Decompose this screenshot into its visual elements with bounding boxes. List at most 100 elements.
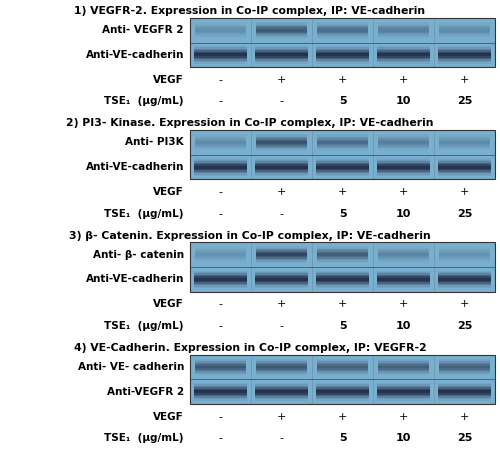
Bar — [316, 55, 370, 57]
Bar — [376, 389, 430, 390]
Bar — [316, 49, 370, 50]
Bar — [316, 387, 370, 389]
Bar — [256, 25, 308, 26]
Bar — [256, 27, 308, 29]
Bar — [194, 138, 246, 140]
Text: Anti- VEGFR 2: Anti- VEGFR 2 — [102, 25, 184, 35]
Bar — [194, 172, 248, 173]
Bar — [256, 371, 308, 373]
Bar — [438, 251, 490, 252]
Bar — [194, 386, 248, 387]
Bar — [194, 259, 246, 260]
Text: -: - — [280, 433, 283, 443]
Bar — [256, 248, 308, 249]
Bar — [316, 367, 368, 368]
Bar — [438, 175, 492, 176]
Bar — [378, 374, 430, 375]
Bar — [376, 46, 430, 48]
Bar — [438, 57, 492, 58]
Bar — [254, 389, 308, 390]
Text: TSE₁  (μg/mL): TSE₁ (μg/mL) — [104, 433, 184, 443]
Bar — [256, 253, 308, 255]
Bar — [376, 396, 430, 397]
Bar — [194, 279, 248, 281]
Bar — [378, 29, 430, 30]
Text: 10: 10 — [396, 321, 411, 331]
Bar — [316, 58, 370, 59]
Bar — [190, 242, 495, 292]
Bar — [194, 393, 248, 395]
Bar — [254, 399, 308, 401]
Bar — [316, 363, 368, 364]
Text: 4) VE-Cadherin. Expression in Co-IP complex, IP: VEGFR-2: 4) VE-Cadherin. Expression in Co-IP comp… — [74, 343, 426, 353]
Bar — [438, 282, 492, 284]
Bar — [378, 253, 430, 255]
Bar — [438, 374, 490, 375]
Bar — [194, 363, 246, 364]
Bar — [438, 371, 490, 373]
Text: VEGF: VEGF — [153, 75, 184, 85]
Bar — [194, 161, 248, 163]
Bar — [316, 147, 368, 148]
Bar — [194, 29, 246, 30]
Text: +: + — [277, 75, 286, 85]
Bar — [316, 252, 368, 253]
Bar — [254, 161, 308, 163]
Bar — [254, 160, 308, 161]
Bar — [376, 166, 430, 167]
Text: 25: 25 — [457, 433, 472, 443]
Bar — [438, 284, 492, 285]
Bar — [438, 384, 492, 386]
Bar — [194, 160, 248, 161]
Bar — [378, 248, 430, 249]
Bar — [376, 392, 430, 393]
Bar — [254, 279, 308, 281]
Bar — [254, 390, 308, 392]
Bar — [438, 396, 492, 397]
Bar — [256, 150, 308, 151]
Bar — [378, 23, 430, 25]
Bar — [376, 287, 430, 288]
Bar — [194, 248, 246, 249]
Bar — [194, 167, 248, 169]
Bar — [316, 167, 370, 169]
Text: -: - — [280, 321, 283, 331]
Bar — [256, 374, 308, 375]
Bar — [256, 368, 308, 370]
Bar — [438, 397, 492, 399]
Text: -: - — [218, 187, 222, 197]
Text: +: + — [277, 187, 286, 197]
Text: Anti-VE-cadherin: Anti-VE-cadherin — [86, 162, 184, 172]
Bar — [316, 136, 368, 137]
Bar — [194, 163, 248, 164]
Bar — [194, 142, 246, 144]
Bar — [376, 169, 430, 170]
Bar — [316, 30, 368, 31]
Bar — [316, 247, 368, 248]
Bar — [316, 173, 370, 175]
Bar — [316, 138, 368, 140]
Text: Anti- β- catenin: Anti- β- catenin — [93, 250, 184, 260]
Bar — [194, 147, 246, 148]
Bar — [194, 370, 246, 371]
Bar — [316, 33, 368, 35]
Bar — [316, 158, 370, 160]
Bar — [438, 170, 492, 172]
Bar — [378, 148, 430, 150]
Bar — [194, 392, 248, 393]
Bar — [378, 31, 430, 33]
Bar — [256, 148, 308, 150]
Bar — [256, 262, 308, 263]
Bar — [438, 161, 492, 163]
Bar — [256, 145, 308, 147]
Bar — [376, 57, 430, 58]
Bar — [316, 397, 370, 399]
Bar — [190, 355, 495, 404]
Bar — [378, 27, 430, 29]
Bar — [256, 31, 308, 33]
Bar — [316, 23, 368, 25]
Bar — [438, 29, 490, 30]
Bar — [256, 147, 308, 148]
Bar — [316, 160, 370, 161]
Bar — [316, 31, 368, 33]
